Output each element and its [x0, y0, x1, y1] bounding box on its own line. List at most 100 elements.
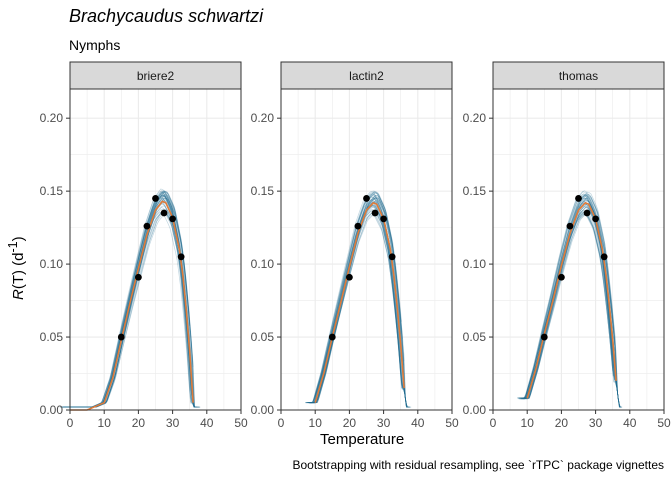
bootstrap-curve [68, 197, 196, 408]
observed-point [371, 209, 379, 217]
observed-point [592, 215, 599, 223]
bootstrap-curve [309, 199, 409, 408]
x-tick-label: 50 [445, 416, 459, 430]
bootstrap-curve [519, 214, 621, 408]
bootstrap-curve [60, 191, 200, 408]
y-tick-label: 0.05 [463, 330, 487, 344]
x-tick-label: 0 [67, 416, 74, 430]
bootstrap-curve [307, 196, 404, 403]
bootstrap-curve [305, 194, 402, 403]
facet-strip [492, 61, 665, 90]
facet-strip [280, 61, 453, 90]
bootstrap-curve [308, 201, 409, 408]
bootstrap-curve [65, 196, 197, 408]
facet-panel-briere2: briere2 0 10 20 30 40 50 0.00 0.05 0.10 0.15 0.20 [40, 61, 248, 430]
x-tick-label: 0 [490, 416, 497, 430]
observed-point [363, 195, 370, 202]
bootstrap-curve [67, 194, 190, 408]
facet-strip [69, 61, 242, 90]
bootstrap-curve [305, 197, 410, 408]
bootstrap-curve [526, 203, 613, 395]
bootstrap-curve [64, 203, 200, 408]
bootstrap-curve [518, 203, 615, 399]
observed-point [328, 333, 336, 341]
y-tick-label: 0.10 [463, 257, 487, 271]
bootstrap-curve [309, 202, 404, 404]
bootstrap-curve [309, 191, 409, 408]
x-tick-label: 40 [200, 416, 214, 430]
bootstrap-curve [61, 193, 191, 408]
bootstrap-curve [518, 200, 620, 408]
chart-title: Brachycaudus schwartzi [69, 6, 264, 26]
bootstrap-curve [62, 212, 197, 408]
bootstrap-curve [526, 202, 621, 408]
observed-point [540, 333, 548, 341]
bootstrap-curve [60, 197, 190, 408]
x-tick-label: 20 [555, 416, 569, 430]
bootstrap-curve [524, 191, 622, 408]
bootstrap-curve [520, 193, 622, 408]
chart-caption: Bootstrapping with residual resampling, … [292, 458, 664, 472]
x-tick-label: 10 [521, 416, 535, 430]
y-tick-label: 0.00 [40, 403, 64, 417]
x-tick-label: 0 [278, 416, 285, 430]
y-tick-label: 0.20 [40, 111, 64, 125]
bootstrap-curve [64, 197, 195, 408]
bootstrap-curve [522, 194, 622, 408]
x-tick-label: 20 [132, 416, 146, 430]
x-tick-label: 40 [623, 416, 637, 430]
bootstrap-curve [306, 205, 404, 404]
bootstrap-curve [524, 212, 618, 400]
bootstrap-curve [313, 198, 403, 403]
x-tick-label: 30 [589, 416, 603, 430]
observed-point [575, 195, 582, 202]
bootstrap-curve [60, 191, 201, 408]
bootstrap-curve [67, 195, 191, 408]
observed-point [117, 333, 125, 341]
bootstrap-curve [523, 193, 621, 408]
bootstrap-curve [67, 190, 198, 408]
x-tick-label: 20 [343, 416, 357, 430]
bootstrap-curve [314, 213, 401, 397]
bootstrap-curve [68, 198, 200, 408]
bootstrap-curve [60, 210, 190, 408]
y-axis-label: R(T) (d-1) [6, 236, 27, 300]
bootstrap-curve [62, 194, 193, 408]
bootstrap-curve [66, 191, 194, 408]
x-tick-label: 50 [657, 416, 671, 430]
bootstrap-curve [309, 191, 408, 408]
observed-point [558, 273, 565, 281]
fitted-curve [314, 201, 405, 403]
y-tick-label: 0.05 [40, 330, 64, 344]
facet-panel-lactin2: lactin2 0 10 20 30 40 50 0.00 0.05 0.10 0.15 0.20 [251, 61, 459, 430]
y-tick-label: 0.00 [251, 403, 275, 417]
x-tick-label: 30 [377, 416, 391, 430]
observed-point [135, 273, 142, 281]
observed-point [346, 273, 353, 281]
y-tick-label: 0.10 [40, 257, 64, 271]
observed-point [600, 253, 608, 261]
observed-point [160, 209, 168, 217]
y-tick-label: 0.15 [40, 184, 64, 198]
y-tick-label: 0.20 [251, 111, 275, 125]
bootstrap-curve [67, 211, 196, 408]
bootstrap-curve [313, 200, 404, 403]
fitted-curve [526, 201, 617, 399]
bootstrap-curve [521, 195, 621, 408]
facet-strip-label: lactin2 [349, 69, 384, 83]
x-tick-label: 10 [98, 416, 112, 430]
observed-point [143, 222, 151, 230]
observed-point [354, 222, 362, 230]
x-tick-label: 30 [166, 416, 180, 430]
bootstrap-curve [68, 194, 195, 408]
bootstrap-curve [314, 214, 404, 398]
bootstrap-curve [69, 211, 191, 408]
bootstrap-curve [313, 209, 409, 408]
bootstrap-curve [66, 193, 191, 408]
x-tick-label: 40 [411, 416, 425, 430]
fitted-curve [70, 200, 194, 411]
bootstrap-curve [60, 200, 191, 408]
x-tick-label: 50 [234, 416, 248, 430]
bootstrap-curve [60, 191, 193, 408]
y-tick-label: 0.20 [463, 111, 487, 125]
